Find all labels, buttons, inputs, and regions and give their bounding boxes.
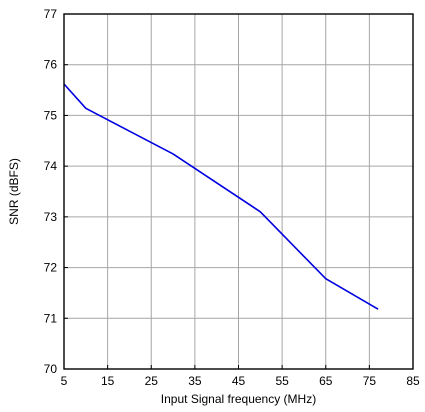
y-tick-label: 72	[44, 261, 58, 275]
y-tick-label: 71	[44, 311, 58, 325]
y-axis-title: SNR (dBFS)	[7, 158, 21, 225]
plot-area-frame	[63, 13, 414, 370]
y-tick-label: 73	[44, 210, 58, 224]
y-tick-label: 74	[44, 159, 58, 173]
x-tick-label: 85	[406, 374, 420, 388]
x-tick-label: 65	[319, 374, 333, 388]
grid-lines	[63, 13, 414, 370]
x-tick-label: 55	[275, 374, 289, 388]
y-tick-label: 76	[44, 58, 58, 72]
x-tick-label: 35	[188, 374, 202, 388]
x-tick-label: 5	[61, 374, 68, 388]
y-tick-label: 75	[44, 108, 58, 122]
x-tick-label: 25	[145, 374, 159, 388]
x-tick-label: 75	[363, 374, 377, 388]
series-layer	[63, 83, 379, 310]
y-tick-label: 77	[44, 7, 58, 21]
y-axis-tick-labels: 70 71 72 73 74 75 76 77	[44, 7, 58, 376]
x-tick-label: 45	[232, 374, 246, 388]
x-tick-label: 15	[101, 374, 115, 388]
snr-series-line	[63, 83, 379, 310]
x-axis-title: Input Signal frequency (MHz)	[161, 392, 316, 406]
x-axis-tick-labels: 5 15 25 35 45 55 65 75 85	[61, 374, 420, 388]
y-tick-label: 70	[44, 362, 58, 376]
